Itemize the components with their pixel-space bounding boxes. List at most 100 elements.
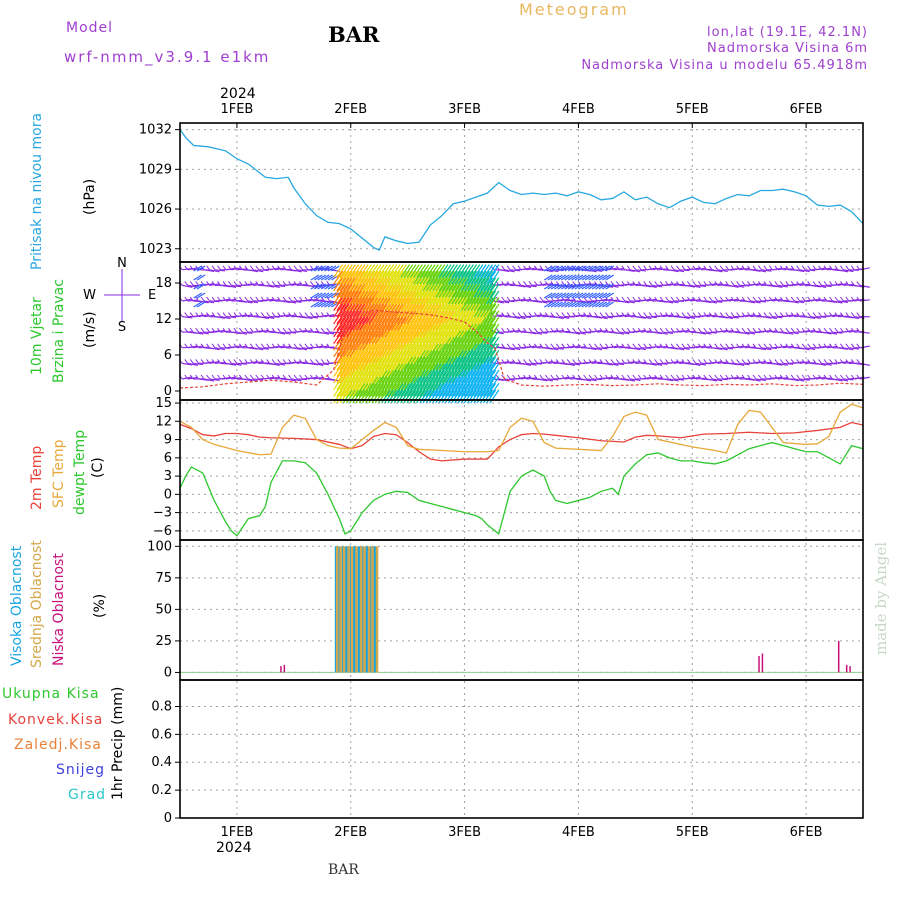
- wind-flag-storm: [416, 389, 427, 404]
- wind-flag-storm: [457, 343, 468, 358]
- cloud-bar: [758, 656, 760, 673]
- wind-flag-storm: [489, 356, 500, 371]
- wind-flag: [712, 269, 723, 273]
- wind-flag-storm: [489, 343, 500, 358]
- wind-flag-storm: [342, 290, 353, 305]
- wind-flag-storm: [349, 356, 360, 371]
- wind-flag-barb: [288, 374, 292, 380]
- wind-flag-storm: [406, 277, 417, 292]
- wind-flag-storm: [384, 356, 395, 371]
- wind-flag-barb: [299, 359, 303, 364]
- wind-flag-barb: [517, 343, 522, 349]
- wind-flag-storm: [425, 356, 436, 371]
- wind-flag-storm: [457, 356, 468, 371]
- wind-flag-barb: [632, 343, 637, 349]
- wind-flag-storm: [444, 336, 455, 351]
- wind-tick-label: 0: [164, 384, 172, 399]
- wind-flag-barb: [320, 359, 325, 364]
- wind-flag-blue: [588, 283, 597, 290]
- wind-flag-storm: [489, 376, 500, 391]
- wind-flag-blue: [314, 265, 323, 272]
- wind-flag: [553, 347, 564, 350]
- wind-flag-storm: [438, 277, 449, 292]
- cloud-bar: [365, 546, 369, 673]
- wind-flag-storm: [377, 317, 388, 331]
- wind-flag-storm: [339, 356, 350, 371]
- wind-flag-storm: [463, 389, 474, 404]
- wind-flag-storm: [431, 350, 442, 364]
- wind-flag: [663, 331, 674, 335]
- wind-flag-storm: [489, 270, 500, 285]
- wind-flag-barb: [796, 359, 801, 364]
- wind-flag: [816, 316, 827, 318]
- wind-flag-storm: [361, 389, 372, 404]
- wind-flag-blue: [557, 274, 567, 281]
- wind-flag: [635, 347, 646, 351]
- wind-flag-storm: [374, 303, 385, 318]
- wind-flag-storm: [345, 363, 356, 377]
- wind-flag-storm: [489, 363, 500, 377]
- wind-flag-storm: [422, 277, 433, 292]
- wind-flag-storm: [400, 317, 411, 331]
- wind-flag-barb: [719, 281, 724, 286]
- wind-flag-storm: [486, 389, 497, 404]
- wind-flag-storm: [444, 350, 455, 364]
- wind-flag-storm: [374, 363, 385, 377]
- wind-flag-blue: [581, 265, 591, 272]
- wind-flag-storm: [406, 356, 417, 371]
- wind-flag-storm: [428, 350, 439, 364]
- wind-flag-barb: [244, 281, 249, 286]
- wind-flag-barb: [637, 265, 642, 271]
- wind-flag-storm: [431, 356, 442, 371]
- wind-flag-barb: [845, 343, 850, 349]
- wind-flag-storm: [384, 330, 395, 344]
- wind-flag-barb: [708, 312, 713, 317]
- wind-flag-storm: [365, 369, 376, 384]
- wind-flag-barb: [615, 312, 620, 317]
- wind-flag-barb: [840, 312, 844, 317]
- wind-flag-storm: [422, 310, 433, 325]
- wind-flag-barb: [632, 281, 637, 286]
- wind-flag-barb: [206, 281, 210, 286]
- wind-flag: [537, 331, 548, 334]
- wind-flag-barb: [222, 265, 227, 271]
- wind-flag-storm: [349, 277, 360, 292]
- wind-flag-barb: [659, 327, 664, 333]
- wind-flag-storm: [479, 343, 490, 358]
- wind-flag-storm: [361, 277, 372, 292]
- wind-flag-barb: [577, 327, 582, 333]
- wind-flag-storm: [486, 336, 497, 351]
- wind-flag-storm: [482, 297, 493, 311]
- wind-flag-barb: [774, 327, 779, 333]
- wind-flag-barb: [310, 327, 314, 333]
- temp-sfc-line: [179, 403, 864, 456]
- wind-flag-storm: [441, 303, 452, 318]
- wind-flag-barb: [217, 343, 221, 349]
- wind-flag-storm: [339, 369, 350, 384]
- wind-flag-blue: [550, 274, 560, 281]
- wind-flag-storm: [355, 350, 366, 364]
- wind-flag-storm: [409, 356, 420, 371]
- wind-flag-storm: [365, 376, 376, 391]
- wind-flag-blue: [317, 274, 327, 281]
- wind-flag-storm: [384, 376, 395, 391]
- wind-flag-barb: [610, 374, 615, 380]
- wind-flag-barb: [326, 312, 331, 317]
- wind-flag: [739, 331, 750, 335]
- wind-flag-storm: [470, 310, 481, 325]
- wind-flag-storm: [451, 310, 462, 325]
- wind-flag-barb: [293, 281, 298, 286]
- wind-flag-storm: [428, 369, 439, 384]
- wind-flag-storm: [349, 323, 360, 338]
- wind-flag: [717, 269, 728, 273]
- wind-flag-barb: [588, 374, 593, 380]
- wind-flag-storm: [396, 383, 407, 397]
- wind-flag: [728, 362, 739, 366]
- wind-flag-barb: [670, 296, 675, 302]
- wind-flag-barb: [741, 296, 746, 302]
- wind-speed-line: [179, 309, 864, 389]
- wind-flag-storm: [419, 323, 430, 338]
- wind-flag: [264, 284, 275, 288]
- precip-legend-snow: Snijeg: [56, 762, 106, 778]
